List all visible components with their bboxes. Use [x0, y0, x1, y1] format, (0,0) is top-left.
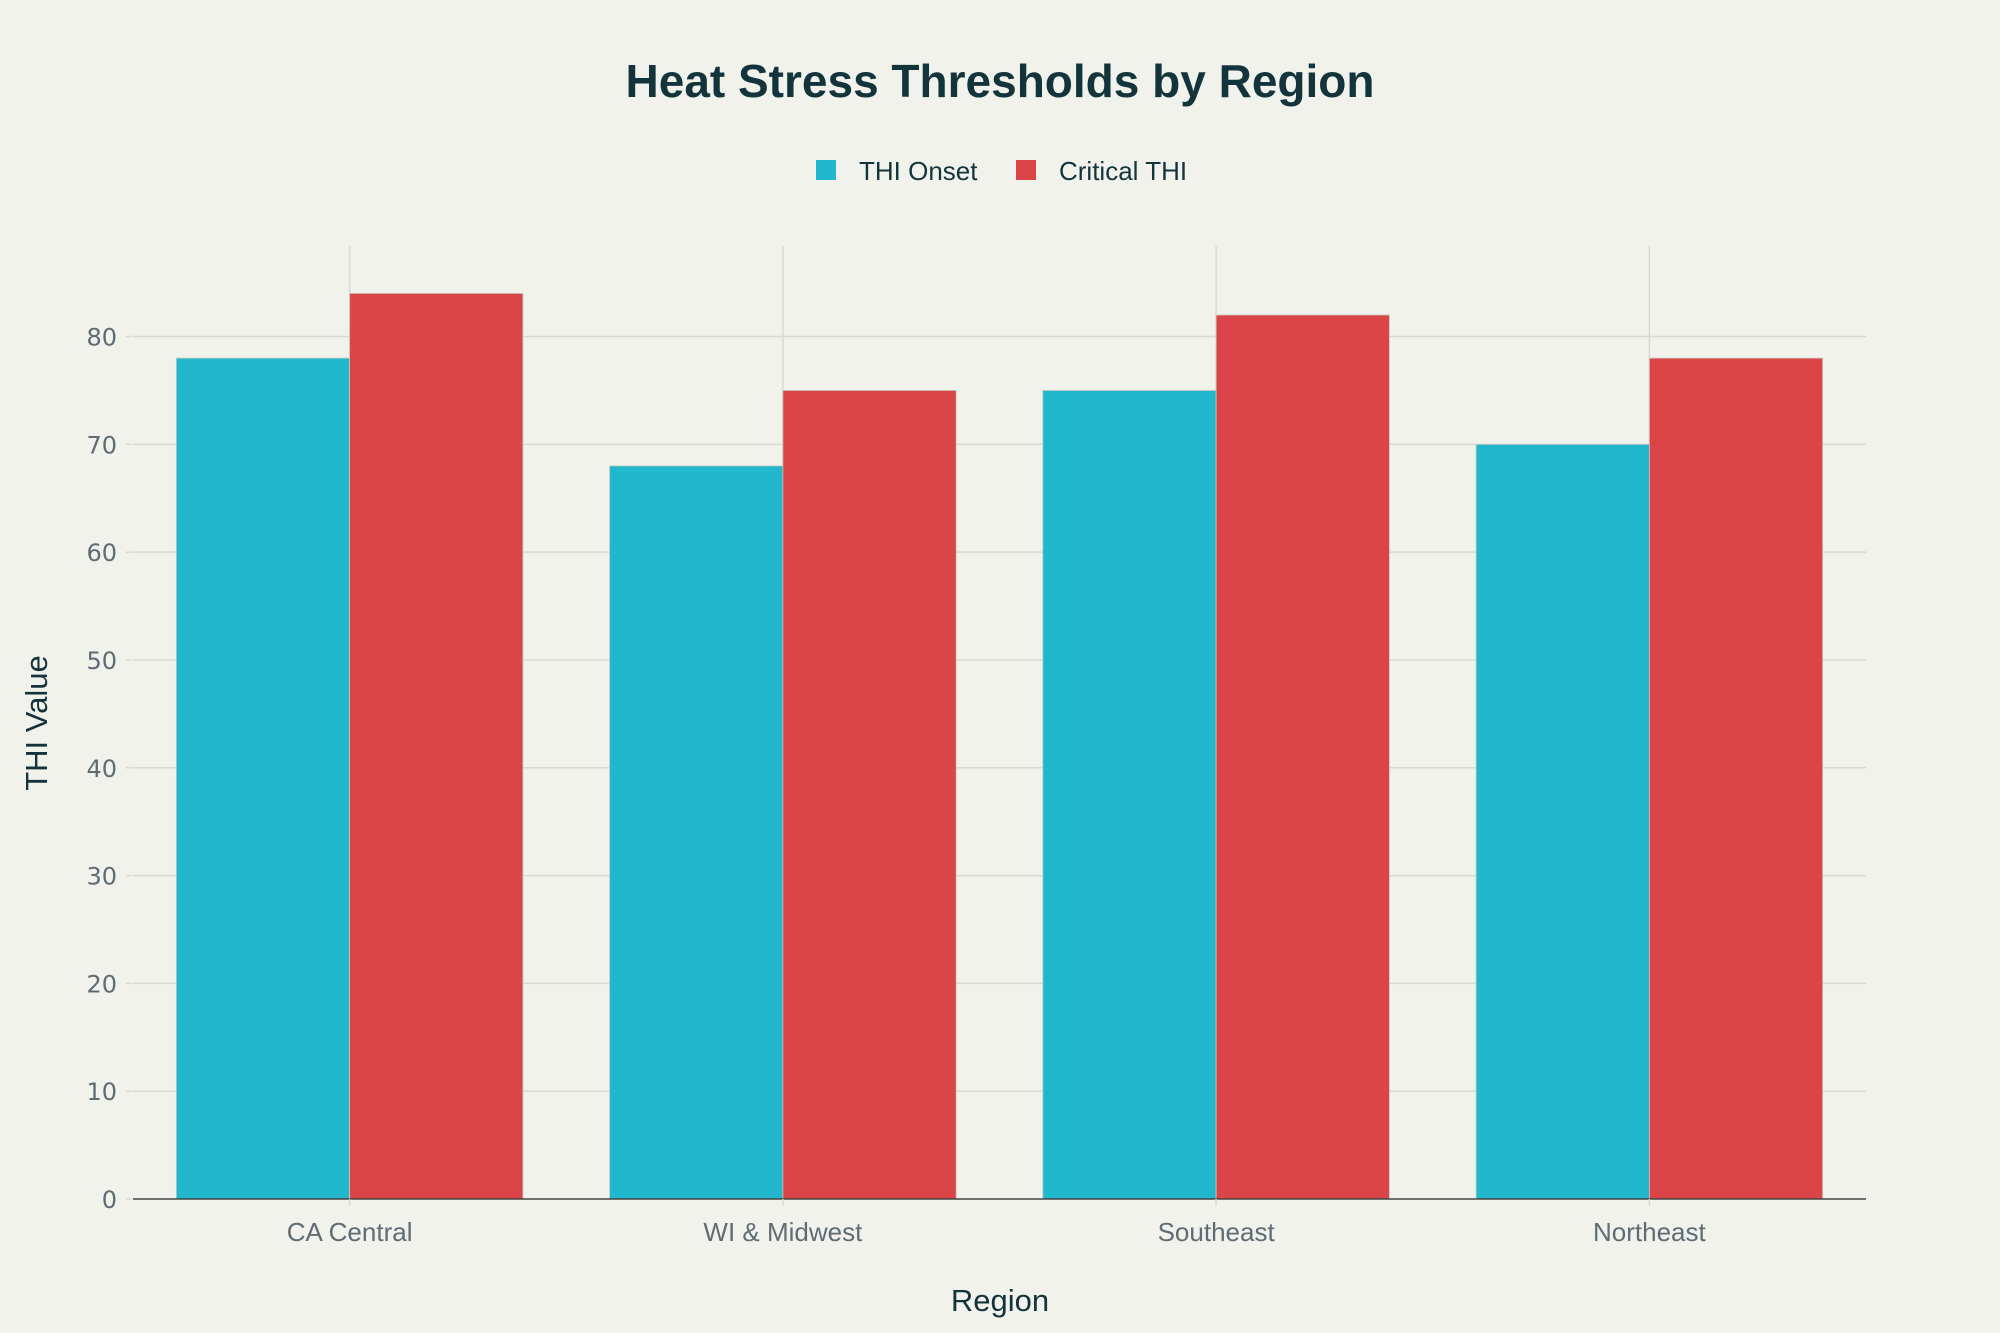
bar-thi-onset-southeast — [1042, 390, 1217, 1200]
bar-critical-thi-ca-central — [349, 293, 524, 1200]
y-tick-label: 60 — [86, 539, 117, 567]
y-tick-label: 20 — [86, 970, 117, 998]
legend-label-critical-thi: Critical THI — [1059, 156, 1187, 186]
x-tick-label: WI & Midwest — [703, 1217, 863, 1247]
bar-thi-onset-northeast — [1475, 443, 1650, 1200]
legend: THI Onset Critical THI — [816, 156, 1187, 186]
legend-swatch-critical-thi — [1016, 160, 1036, 180]
bar-critical-thi-wi-midwest — [782, 390, 957, 1200]
y-tick-label: 30 — [86, 863, 117, 891]
y-tick-label: 0 — [102, 1186, 117, 1214]
y-axis-title: THI Value — [19, 655, 54, 791]
bar-critical-thi-southeast — [1215, 314, 1390, 1200]
x-tick-label: Northeast — [1593, 1217, 1706, 1247]
legend-label-thi-onset: THI Onset — [859, 156, 978, 186]
x-axis-title: Region — [951, 1283, 1049, 1318]
y-tick-label: 70 — [86, 431, 117, 459]
y-tick-label: 50 — [86, 647, 117, 675]
x-tick-label: Southeast — [1158, 1217, 1276, 1247]
bar-thi-onset-wi-midwest — [609, 465, 784, 1200]
y-tick-label: 80 — [86, 324, 117, 352]
bar-thi-onset-ca-central — [175, 357, 351, 1200]
x-tick-label: CA Central — [287, 1217, 413, 1247]
bar-critical-thi-northeast — [1648, 357, 1824, 1200]
y-tick-label: 40 — [86, 755, 117, 783]
legend-swatch-thi-onset — [816, 160, 836, 180]
y-tick-label: 10 — [86, 1078, 117, 1106]
chart-title: Heat Stress Thresholds by Region — [626, 55, 1375, 107]
